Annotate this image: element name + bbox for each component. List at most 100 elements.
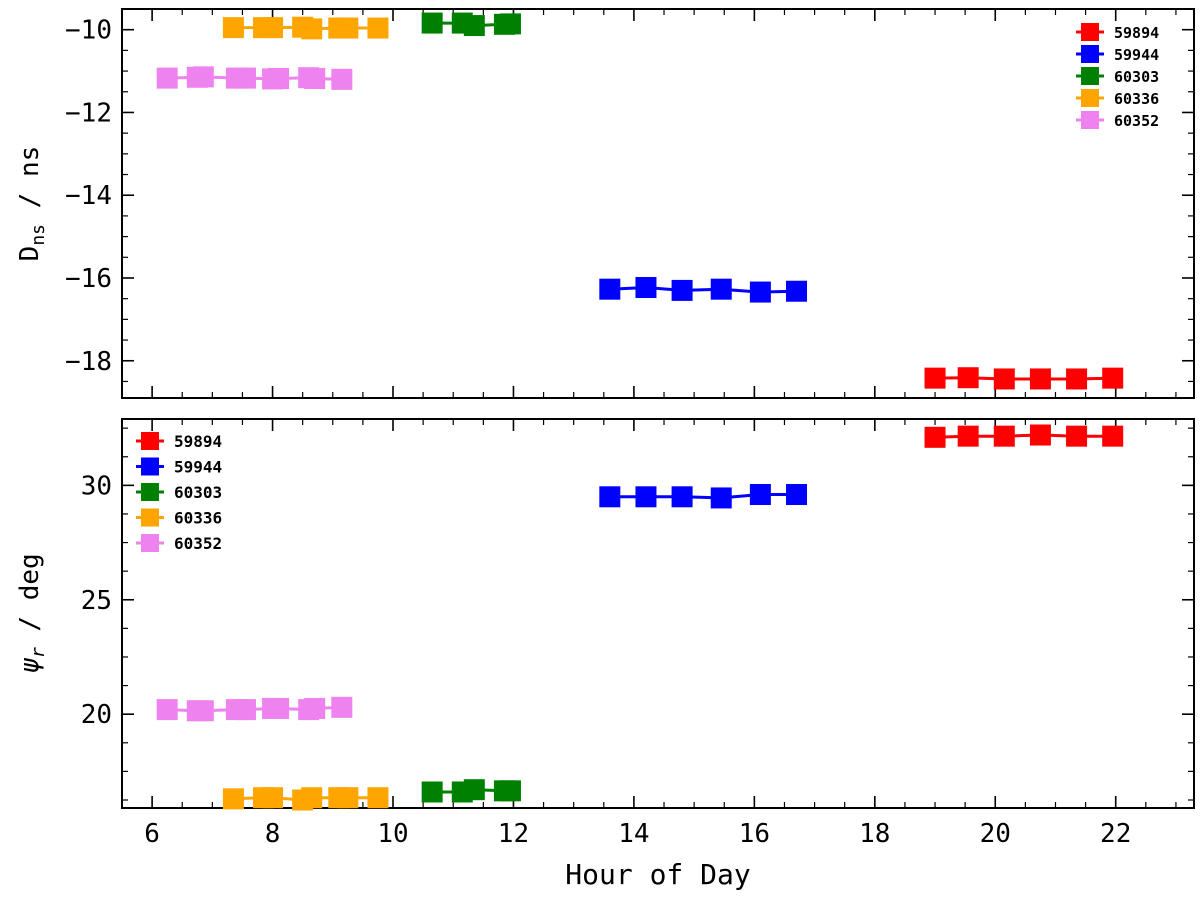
bottom-y-label-main: ψ (15, 658, 45, 674)
data-point (234, 67, 256, 89)
x-tick-label: 14 (618, 819, 649, 849)
legend-label: 60303 (1114, 68, 1159, 86)
bottom-y-axis-label: ψr / deg (15, 553, 49, 673)
data-point (671, 279, 693, 301)
x-tick-label: 6 (144, 819, 160, 849)
data-point (749, 484, 771, 506)
x-tick-label: 10 (377, 819, 408, 849)
legend-marker (141, 483, 159, 501)
legend-marker (1081, 67, 1099, 85)
y-tick-label: 30 (81, 471, 112, 501)
y-tick-label: −10 (65, 16, 112, 46)
y-tick-label: 20 (81, 700, 112, 730)
data-point (924, 367, 946, 389)
data-point (301, 18, 323, 40)
legend-item: 59894 (136, 432, 222, 451)
data-point (421, 12, 443, 34)
x-tick-label: 12 (498, 819, 529, 849)
top-panel: −18 −16 −14 −12 −10 59894 59944 60303 60336 6035… (15, 8, 1195, 399)
y-tick-label: 25 (81, 586, 112, 616)
data-point (786, 280, 808, 302)
data-point (337, 787, 359, 809)
data-point (222, 17, 244, 39)
top-y-label-sub: ns (28, 224, 49, 246)
data-point (268, 68, 290, 90)
series-59944 (599, 277, 808, 303)
data-point (421, 781, 443, 803)
data-point (499, 780, 521, 802)
legend-item: 59944 (1076, 45, 1159, 64)
data-point (635, 486, 657, 508)
data-point (234, 699, 256, 721)
data-point (262, 787, 284, 809)
data-point (268, 697, 290, 719)
legend-label: 60336 (1114, 90, 1159, 108)
series-60303 (421, 779, 521, 803)
data-point (924, 426, 946, 448)
data-point (599, 278, 621, 300)
series-59894 (924, 367, 1124, 390)
top-axis-ticks: −18 −16 −14 −12 −10 (65, 8, 1194, 398)
data-point (156, 67, 178, 89)
bottom-legend: 59894 59944 60303 60336 60352 (136, 432, 222, 553)
legend-item: 59944 (136, 457, 222, 477)
legend-item: 60352 (1076, 111, 1159, 130)
legend-item: 59894 (1076, 23, 1159, 42)
data-point (1066, 425, 1088, 447)
bottom-plot-frame (121, 418, 1195, 809)
data-point (463, 779, 485, 801)
series-60336 (222, 787, 389, 811)
legend-label: 59944 (1114, 46, 1159, 64)
bottom-axis-ticks: 6 8 10 12 14 16 18 20 22 20 25 30 (81, 419, 1194, 849)
legend-marker (141, 534, 159, 552)
data-point (367, 17, 389, 39)
legend-label: 59944 (174, 458, 222, 477)
data-point (635, 277, 657, 299)
legend-label: 60303 (174, 483, 222, 502)
legend-label: 59894 (1114, 24, 1159, 42)
data-point (1102, 367, 1124, 389)
top-series-group (156, 12, 1124, 390)
data-point (786, 484, 808, 506)
bottom-panel: 6 8 10 12 14 16 18 20 22 20 25 30 59894 59944 60303 60… (15, 418, 1195, 849)
series-60303 (421, 12, 521, 37)
legend-marker (1081, 89, 1099, 107)
legend-item: 60352 (136, 534, 222, 553)
legend-marker (141, 432, 159, 450)
legend-marker (1081, 111, 1099, 129)
y-tick-label: −18 (65, 347, 112, 377)
data-point (222, 788, 244, 810)
data-point (957, 425, 979, 447)
x-axis-label: Hour of Day (565, 858, 750, 891)
data-point (710, 278, 732, 300)
bottom-series-group (156, 424, 1124, 811)
legend-item: 60336 (1076, 89, 1159, 108)
data-point (301, 787, 323, 809)
data-point (192, 700, 214, 722)
top-y-label-unit: / ns (15, 146, 45, 224)
legend-marker (141, 508, 159, 527)
y-tick-label: −14 (65, 181, 112, 211)
bottom-y-label-sub: r (28, 647, 49, 658)
y-tick-label: −12 (65, 98, 112, 128)
top-y-label-main: D (15, 246, 45, 262)
data-point (1029, 424, 1051, 446)
legend-item: 60303 (1076, 67, 1159, 86)
legend-item: 60303 (136, 483, 222, 502)
data-point (671, 486, 693, 508)
data-point (337, 17, 359, 39)
series-60352 (156, 696, 353, 722)
legend-label: 60336 (174, 509, 222, 528)
x-tick-label: 20 (980, 819, 1011, 849)
data-point (993, 368, 1015, 390)
data-point (367, 787, 389, 809)
data-point (710, 487, 732, 509)
data-point (749, 281, 771, 303)
legend-label: 59894 (174, 432, 222, 451)
x-tick-label: 16 (739, 819, 770, 849)
legend-label: 60352 (174, 534, 222, 553)
legend-item: 60336 (136, 508, 222, 528)
data-point (1102, 425, 1124, 447)
data-point (1029, 368, 1051, 390)
